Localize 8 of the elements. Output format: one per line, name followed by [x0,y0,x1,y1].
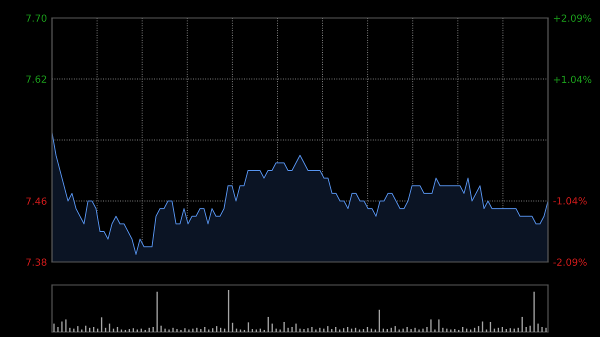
y2-tick-label: +1.04% [554,76,592,84]
y-tick-label: 7.46 [26,197,47,205]
y-tick-label: 7.62 [26,75,46,83]
y2-tick-label: -2.09% [553,258,587,266]
y-tick-label: 7.38 [26,258,46,266]
y-tick-label: 7.70 [26,14,46,22]
y2-tick-label: +2.09% [554,14,592,22]
y2-tick-label: -1.04% [553,197,587,205]
